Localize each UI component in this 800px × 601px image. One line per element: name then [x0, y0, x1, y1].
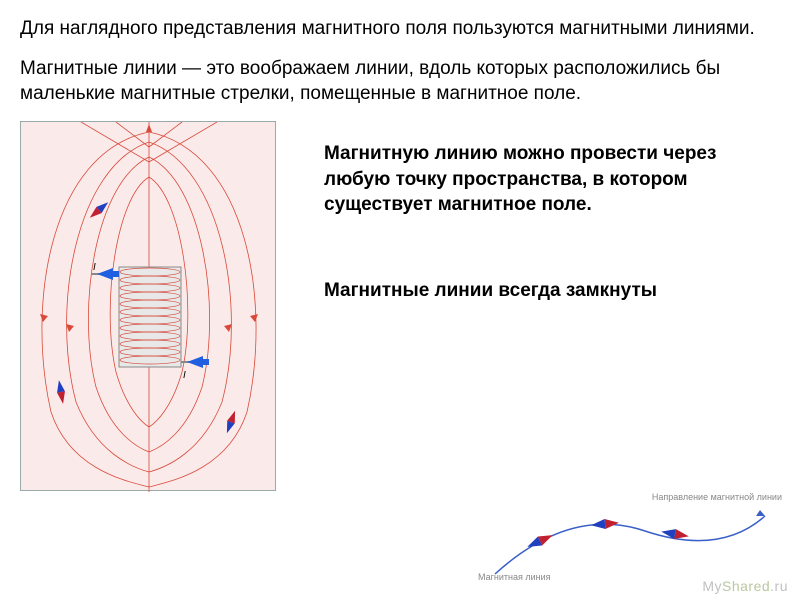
- right-text-column: Магнитную линию можно провести через люб…: [276, 121, 780, 491]
- solenoid-svg: I I: [21, 122, 277, 492]
- current-arrow-top-icon: I: [93, 262, 119, 280]
- main-point-2: Магнитные линии всегда замкнуты: [324, 278, 780, 304]
- svg-text:I: I: [93, 262, 96, 273]
- solenoid-field-diagram: I I: [20, 121, 276, 491]
- watermark-part3: .ru: [770, 578, 788, 594]
- content-area: I I Магнитную линию можно провести через…: [20, 121, 780, 491]
- watermark: MyShared.ru: [702, 578, 788, 594]
- intro-paragraph-2: Магнитные линии — это воображаем линии, …: [20, 56, 780, 107]
- watermark-part1: My: [702, 578, 722, 594]
- intro-paragraph-1: Для наглядного представления магнитного …: [20, 16, 780, 42]
- compass-needle-icon: [223, 409, 239, 434]
- compass-needle-icon: [55, 379, 67, 404]
- main-point-1: Магнитную линию можно провести через люб…: [324, 141, 780, 218]
- line-diagram-left-label: Магнитная линия: [478, 572, 551, 582]
- svg-text:I: I: [183, 370, 186, 381]
- watermark-part2: Shared: [722, 578, 770, 594]
- line-diagram-right-label: Направление магнитной линии: [652, 492, 782, 502]
- compass-needle-icon: [591, 518, 620, 530]
- current-arrow-bottom-icon: I: [183, 356, 209, 381]
